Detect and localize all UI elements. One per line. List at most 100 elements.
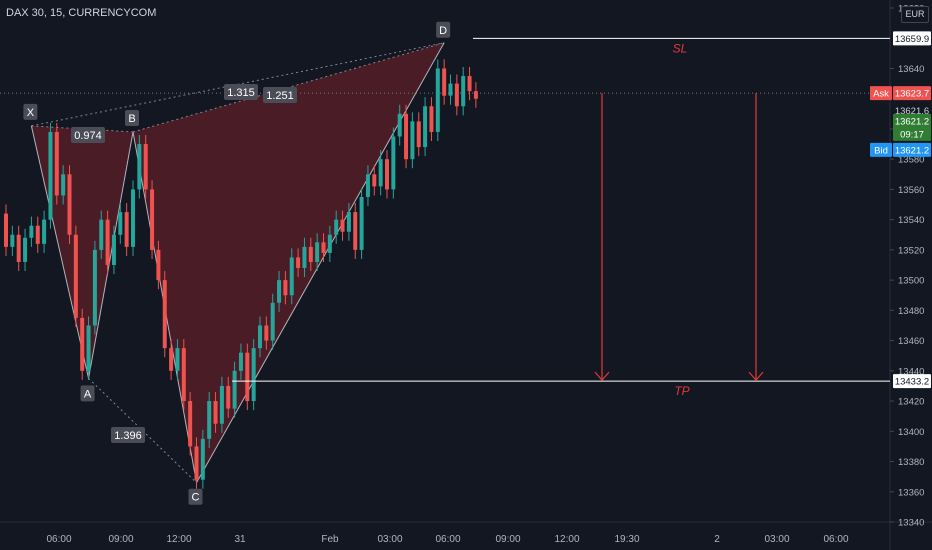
candle-body xyxy=(232,370,237,409)
candle-body xyxy=(454,83,459,107)
candle-body xyxy=(169,348,174,371)
pattern-point-b: B xyxy=(128,113,135,125)
y-tick-label: 13420 xyxy=(898,397,924,408)
pattern-point-a: A xyxy=(84,388,92,400)
price-tag-plain: 13621.6 xyxy=(895,106,929,117)
x-tick-label: 09:00 xyxy=(495,534,520,545)
ratio-box xyxy=(224,84,258,100)
candle-body xyxy=(80,317,85,371)
price-tag-last-bg xyxy=(893,113,931,128)
price-tag-ask: 13623.7 xyxy=(895,89,929,100)
candle-body xyxy=(188,401,193,447)
candle-body xyxy=(10,234,15,247)
candle-body xyxy=(111,234,116,265)
ratio-box xyxy=(71,127,105,143)
price-tag-countdown-bg xyxy=(893,126,931,141)
candle-body xyxy=(226,385,231,409)
candle-body xyxy=(86,325,91,371)
candle-body xyxy=(264,325,269,341)
candle-body xyxy=(385,159,389,190)
y-tick-label: 13340 xyxy=(898,518,924,529)
candle-body xyxy=(245,352,250,402)
candle-body xyxy=(473,91,478,99)
x-tick-label: 09:00 xyxy=(108,534,133,545)
candle-body xyxy=(23,237,28,262)
pattern-point-c: C xyxy=(192,492,200,504)
price-tag-countdown: 09:17 xyxy=(900,129,924,140)
candle-body xyxy=(48,131,53,220)
candle-body xyxy=(207,401,212,439)
candle-body xyxy=(334,219,339,235)
x-tick-label: 06:00 xyxy=(435,534,460,545)
price-tag-level: 13659.9 xyxy=(895,34,929,45)
price-tag-last: 13621.2 xyxy=(895,116,929,127)
x-tick-label: 03:00 xyxy=(377,534,402,545)
candle-body xyxy=(124,212,129,247)
target-arrowhead-2 xyxy=(748,371,764,382)
candle-body xyxy=(416,121,421,148)
ratio-label: 0.974 xyxy=(74,130,102,142)
candle-body xyxy=(258,325,262,349)
candle-body xyxy=(16,234,21,262)
candle-body xyxy=(289,257,294,296)
candle-body xyxy=(423,106,428,148)
x-tick-label: 2 xyxy=(714,534,720,545)
candle-body xyxy=(315,242,320,262)
target-arrowhead-1 xyxy=(594,371,610,382)
price-tag-level_tp-bg xyxy=(893,374,931,389)
candle-body xyxy=(359,196,364,250)
currency-button[interactable]: EUR xyxy=(901,6,929,23)
candle-body xyxy=(61,174,66,196)
candle-body xyxy=(137,144,142,190)
candle-body xyxy=(467,76,472,92)
candle-body xyxy=(378,159,383,187)
y-tick-label: 13560 xyxy=(898,185,924,196)
ratio-label: 1.251 xyxy=(266,90,294,102)
candle-body xyxy=(277,280,282,303)
ratio-box xyxy=(111,427,145,443)
pattern-point-a-box xyxy=(80,385,95,402)
candle-body xyxy=(181,348,186,402)
candle-body xyxy=(143,144,148,190)
x-tick-label: 03:00 xyxy=(764,534,789,545)
candle-body xyxy=(448,83,453,96)
x-tick-label: Feb xyxy=(321,534,339,545)
price-tag-bid_label: Bid xyxy=(874,145,888,156)
pattern-leg-cd xyxy=(196,42,445,483)
candle-body xyxy=(99,219,104,250)
ratio-box xyxy=(263,87,297,103)
price-tag-bid: 13621.2 xyxy=(895,145,929,156)
candle-body xyxy=(296,257,301,269)
candle-body xyxy=(391,136,396,190)
price-tag-bid-bg xyxy=(893,142,931,157)
x-tick-label: 12:00 xyxy=(554,534,579,545)
candle-body xyxy=(42,219,47,244)
y-tick-label: 13580 xyxy=(898,155,924,166)
price-tag-bid_label-bg xyxy=(870,142,892,157)
candle-body xyxy=(321,242,326,253)
pattern-point-c-box xyxy=(188,488,203,505)
candle-body xyxy=(29,225,34,238)
price-tag-plain-bg xyxy=(893,103,931,118)
candle-body xyxy=(270,302,275,341)
y-tick-label: 13520 xyxy=(898,245,924,256)
candle-body xyxy=(410,121,415,160)
x-tick-label: 06:00 xyxy=(46,534,71,545)
candle-body xyxy=(397,113,402,137)
candle-body xyxy=(162,280,167,349)
x-tick-label: 12:00 xyxy=(166,534,191,545)
candle-body xyxy=(131,189,135,247)
price-tag-ask-bg xyxy=(893,86,931,101)
candle-body xyxy=(340,219,345,232)
candle-body xyxy=(35,225,40,244)
candle-body xyxy=(251,348,256,402)
pattern-point-d: D xyxy=(439,25,447,37)
candle-body xyxy=(67,174,72,235)
candle-body xyxy=(200,438,205,480)
y-tick-label: 13640 xyxy=(898,64,924,75)
candle-body xyxy=(365,174,370,197)
y-tick-label: 13400 xyxy=(898,427,924,438)
candle-body xyxy=(404,113,409,160)
